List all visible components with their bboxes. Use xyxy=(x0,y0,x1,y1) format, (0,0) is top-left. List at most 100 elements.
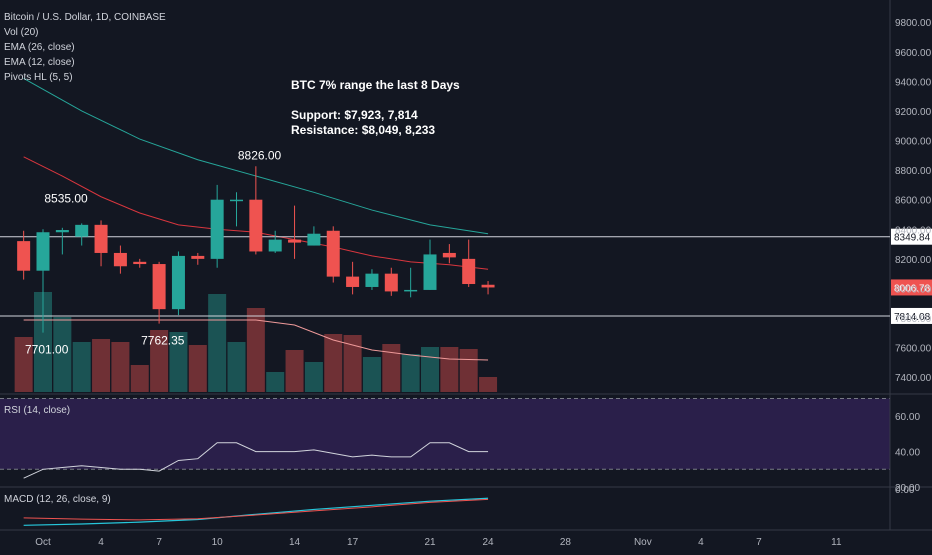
candle-body xyxy=(326,230,340,277)
price-tick-label: 8200.00 xyxy=(895,255,932,266)
price-tick-label: 9200.00 xyxy=(895,107,932,118)
candle-body xyxy=(404,289,418,292)
candle-body xyxy=(346,276,360,287)
volume-bar xyxy=(188,345,207,392)
rsi-tick-label: 60.00 xyxy=(895,412,920,423)
volume-bar xyxy=(382,344,401,392)
macd-line xyxy=(23,497,489,526)
price-tick-label: 7600.00 xyxy=(895,344,932,355)
macd-tick-label: 0.00 xyxy=(895,485,915,496)
price-tick-label: 8800.00 xyxy=(895,166,932,177)
time-tick-label: Nov xyxy=(634,537,652,548)
legend-item-ema26[interactable]: EMA (26, close) xyxy=(4,42,75,53)
price-tick-label: 8400.00 xyxy=(895,225,932,236)
candle-body xyxy=(230,199,243,202)
price-tick-label: 8600.00 xyxy=(895,196,932,207)
price-tick-label: 9000.00 xyxy=(895,137,932,148)
price-tick-label: 9800.00 xyxy=(895,18,932,29)
candle-body xyxy=(210,199,224,259)
time-tick-label: 14 xyxy=(289,537,301,548)
rsi-tick-label: 40.00 xyxy=(895,448,920,459)
symbol-title[interactable]: Bitcoin / U.S. Dollar, 1D, COINBASE xyxy=(4,12,166,23)
candle-body xyxy=(384,273,398,292)
rsi-tick-label: 20.00 xyxy=(895,483,920,494)
volume-bar xyxy=(246,308,265,392)
volume-bar xyxy=(343,335,362,392)
candle-body xyxy=(481,284,495,288)
legend-item-pivots[interactable]: Pivots HL (5, 5) xyxy=(4,72,73,83)
time-tick-label: 24 xyxy=(482,537,494,548)
range-headline: BTC 7% range the last 8 Days xyxy=(291,78,460,92)
pivot-label: 7762.35 xyxy=(141,334,185,348)
macd-title[interactable]: MACD (12, 26, close, 9) xyxy=(4,494,111,505)
macd-signal-line xyxy=(23,498,489,521)
pivot-label: 8535.00 xyxy=(44,191,88,205)
rsi-line xyxy=(23,442,489,479)
volume-bar xyxy=(130,365,149,392)
volume-bar xyxy=(72,342,91,392)
time-tick-label: 10 xyxy=(212,537,224,548)
time-tick-label: 7 xyxy=(156,537,162,548)
volume-bar xyxy=(92,339,111,392)
candle-body xyxy=(75,224,89,237)
candle-body xyxy=(365,273,379,287)
candle-body xyxy=(288,239,302,243)
price-tick-label: 8000.00 xyxy=(895,284,932,295)
price-tick-label: 7400.00 xyxy=(895,373,932,384)
candle-body xyxy=(94,224,108,253)
candle-body xyxy=(113,252,127,267)
volume-bar xyxy=(169,332,188,392)
volume-bar xyxy=(304,362,323,392)
volume-bar xyxy=(479,377,498,392)
time-tick-label: Oct xyxy=(35,537,51,548)
candle-body xyxy=(55,230,69,233)
rsi-title[interactable]: RSI (14, close) xyxy=(4,405,71,416)
time-tick-label: 4 xyxy=(698,537,704,548)
time-tick-label: 7 xyxy=(756,537,762,548)
price-tick-label: 9600.00 xyxy=(895,48,932,59)
volume-bar xyxy=(34,292,52,392)
candle-body xyxy=(133,261,147,265)
rsi-band xyxy=(0,398,890,470)
time-tick-label: 17 xyxy=(347,537,359,548)
candle-body xyxy=(268,239,282,252)
price-tick-label: 9400.00 xyxy=(895,77,932,88)
volume-bar xyxy=(150,330,169,392)
candle-body xyxy=(249,199,263,252)
resistance-note: Resistance: $8,049, 8,233 xyxy=(291,123,436,137)
legend-item-ema12[interactable]: EMA (12, close) xyxy=(4,57,75,68)
candle-body xyxy=(423,254,437,290)
volume-bar xyxy=(227,342,246,392)
legend-item-volume[interactable]: Vol (20) xyxy=(4,27,39,38)
volume-bar xyxy=(266,372,285,392)
volume-bar xyxy=(324,334,343,392)
support-note: Support: $7,923, 7,814 xyxy=(291,108,418,122)
pivot-label: 8826.00 xyxy=(238,148,282,162)
main-legend: Bitcoin / U.S. Dollar, 1D, COINBASE Vol … xyxy=(4,10,166,85)
hline-label-box xyxy=(891,228,932,245)
volume-bar xyxy=(208,294,227,392)
time-tick-label: 4 xyxy=(98,537,104,548)
candle-body xyxy=(152,264,166,310)
candle-body xyxy=(17,241,31,271)
candle-body xyxy=(36,232,50,271)
candle-body xyxy=(191,255,205,259)
volume-bar xyxy=(421,347,439,392)
last-price-label: 8006.78 xyxy=(894,283,931,294)
candle-body xyxy=(171,255,185,310)
candle-body xyxy=(442,252,456,258)
time-tick-label: 11 xyxy=(831,537,842,548)
candle-body xyxy=(307,233,321,246)
volume-bar xyxy=(14,337,33,392)
volume-bar xyxy=(440,347,459,392)
price-tick-label: 7800.00 xyxy=(895,314,932,325)
volume-bar xyxy=(459,349,478,392)
volume-ma-line xyxy=(23,319,489,361)
hline-label: 7814.08 xyxy=(894,312,931,323)
hline-label-box xyxy=(891,307,932,324)
time-tick-label: 28 xyxy=(560,537,572,548)
volume-bar xyxy=(53,317,72,392)
volume-bar xyxy=(285,350,304,392)
